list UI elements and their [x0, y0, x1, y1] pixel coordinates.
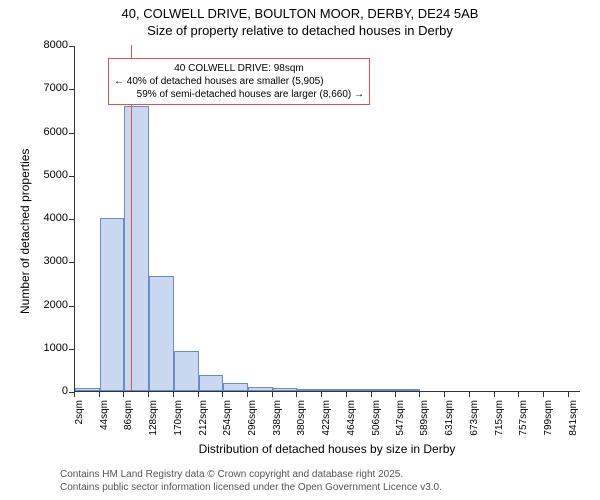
xtick-mark: [222, 392, 223, 397]
xtick-mark: [543, 392, 544, 397]
xtick-mark: [321, 392, 322, 397]
xtick-mark: [568, 392, 569, 397]
xtick-mark: [444, 392, 445, 397]
xtick-label: 464sqm: [346, 400, 357, 450]
xtick-label: 715sqm: [494, 400, 505, 450]
xtick-label: 2sqm: [74, 400, 85, 450]
footer-line-1: Contains HM Land Registry data © Crown c…: [60, 468, 442, 481]
ytick-label: 7000: [30, 82, 68, 94]
title-block: 40, COLWELL DRIVE, BOULTON MOOR, DERBY, …: [0, 0, 600, 40]
histogram-bar: [223, 383, 248, 391]
ytick-label: 6000: [30, 126, 68, 138]
xtick-label: 589sqm: [419, 400, 430, 450]
xtick-mark: [371, 392, 372, 397]
ytick-mark: [69, 219, 74, 220]
xtick-mark: [198, 392, 199, 397]
ytick-mark: [69, 349, 74, 350]
xtick-mark: [74, 392, 75, 397]
xtick-mark: [296, 392, 297, 397]
ytick-mark: [69, 262, 74, 263]
xtick-mark: [272, 392, 273, 397]
histogram-bar: [297, 389, 322, 391]
histogram-bar: [273, 388, 298, 391]
ytick-mark: [69, 176, 74, 177]
xtick-label: 44sqm: [99, 400, 110, 450]
histogram-bar: [372, 389, 396, 391]
ytick-mark: [69, 89, 74, 90]
histogram-bar: [322, 389, 347, 391]
xtick-label: 338sqm: [272, 400, 283, 450]
footer-block: Contains HM Land Registry data © Crown c…: [60, 468, 442, 494]
xtick-mark: [494, 392, 495, 397]
histogram-bar: [248, 387, 273, 391]
xtick-mark: [173, 392, 174, 397]
annotation-line-2: ← 40% of detached houses are smaller (5,…: [114, 75, 364, 88]
ytick-label: 2000: [30, 299, 68, 311]
xtick-label: 506sqm: [371, 400, 382, 450]
xtick-mark: [123, 392, 124, 397]
xtick-label: 296sqm: [247, 400, 258, 450]
xtick-mark: [148, 392, 149, 397]
annotation-line-3: 59% of semi-detached houses are larger (…: [114, 88, 364, 101]
xtick-label: 380sqm: [296, 400, 307, 450]
xtick-label: 547sqm: [395, 400, 406, 450]
xtick-label: 254sqm: [222, 400, 233, 450]
xtick-label: 128sqm: [148, 400, 159, 450]
xtick-mark: [395, 392, 396, 397]
xtick-mark: [518, 392, 519, 397]
xtick-mark: [469, 392, 470, 397]
histogram-bar: [347, 389, 372, 391]
xtick-label: 631sqm: [444, 400, 455, 450]
histogram-bar: [124, 106, 149, 391]
histogram-bar: [174, 351, 199, 391]
xtick-label: 422sqm: [321, 400, 332, 450]
title-line-2: Size of property relative to detached ho…: [0, 23, 600, 40]
histogram-bar: [396, 389, 421, 391]
chart-container: 40, COLWELL DRIVE, BOULTON MOOR, DERBY, …: [0, 0, 600, 500]
ytick-mark: [69, 46, 74, 47]
histogram-bar: [199, 375, 224, 391]
ytick-mark: [69, 306, 74, 307]
xtick-mark: [419, 392, 420, 397]
ytick-label: 5000: [30, 169, 68, 181]
ytick-label: 0: [30, 385, 68, 397]
xtick-label: 799sqm: [543, 400, 554, 450]
ytick-label: 3000: [30, 255, 68, 267]
xtick-mark: [247, 392, 248, 397]
ytick-label: 4000: [30, 212, 68, 224]
ytick-label: 8000: [30, 39, 68, 51]
annotation-line-1: 40 COLWELL DRIVE: 98sqm: [114, 62, 364, 75]
histogram-bar: [149, 276, 174, 391]
ytick-mark: [69, 133, 74, 134]
annotation-box: 40 COLWELL DRIVE: 98sqm ← 40% of detache…: [108, 58, 370, 105]
histogram-bar: [75, 388, 100, 391]
xtick-label: 170sqm: [173, 400, 184, 450]
footer-line-2: Contains public sector information licen…: [60, 481, 442, 494]
ytick-label: 1000: [30, 342, 68, 354]
histogram-bar: [100, 218, 125, 391]
xtick-label: 757sqm: [518, 400, 529, 450]
title-line-1: 40, COLWELL DRIVE, BOULTON MOOR, DERBY, …: [0, 6, 600, 23]
xtick-label: 841sqm: [568, 400, 579, 450]
xtick-mark: [346, 392, 347, 397]
xtick-label: 673sqm: [469, 400, 480, 450]
xtick-mark: [99, 392, 100, 397]
xtick-label: 212sqm: [198, 400, 209, 450]
xtick-label: 86sqm: [123, 400, 134, 450]
